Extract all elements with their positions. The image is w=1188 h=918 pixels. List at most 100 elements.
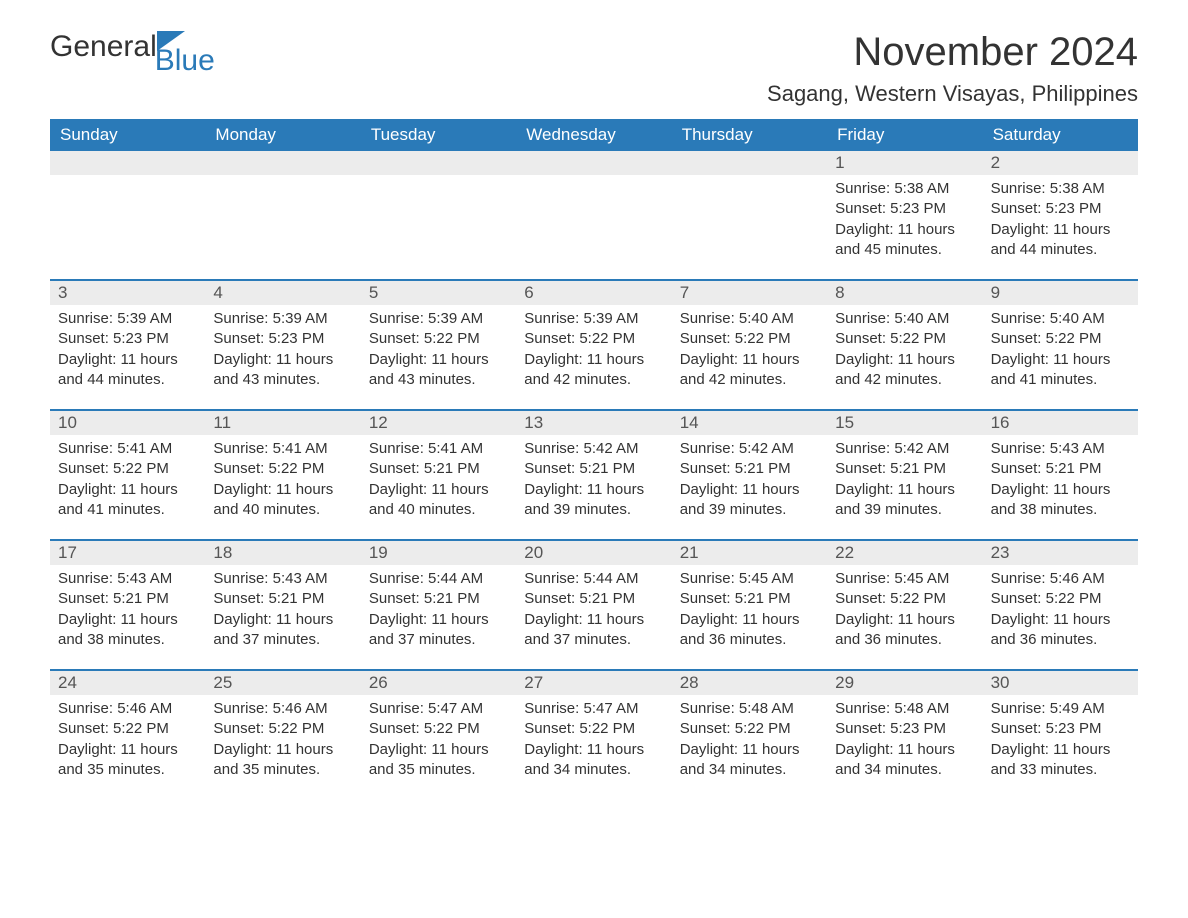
daylight-line: Daylight: 11 hours and 35 minutes. (369, 740, 508, 781)
daylight-line: Daylight: 11 hours and 37 minutes. (369, 610, 508, 651)
daylight-line: Daylight: 11 hours and 39 minutes. (835, 480, 974, 521)
sunrise-line: Sunrise: 5:46 AM (58, 699, 197, 719)
calendar-weeks: 1Sunrise: 5:38 AMSunset: 5:23 PMDaylight… (50, 151, 1138, 799)
day-body: Sunrise: 5:47 AMSunset: 5:22 PMDaylight:… (516, 695, 671, 784)
sunrise-line: Sunrise: 5:44 AM (524, 569, 663, 589)
sunset-line: Sunset: 5:22 PM (58, 719, 197, 739)
day-cell: 9Sunrise: 5:40 AMSunset: 5:22 PMDaylight… (983, 281, 1138, 409)
day-cell: 22Sunrise: 5:45 AMSunset: 5:22 PMDayligh… (827, 541, 982, 669)
daylight-line: Daylight: 11 hours and 44 minutes. (58, 350, 197, 391)
day-number: 19 (361, 541, 516, 565)
sunset-line: Sunset: 5:21 PM (369, 459, 508, 479)
weekday-cell: Tuesday (361, 119, 516, 151)
sunrise-line: Sunrise: 5:44 AM (369, 569, 508, 589)
day-number: 15 (827, 411, 982, 435)
day-cell: 25Sunrise: 5:46 AMSunset: 5:22 PMDayligh… (205, 671, 360, 799)
day-cell (516, 151, 671, 279)
day-number: 7 (672, 281, 827, 305)
sunset-line: Sunset: 5:23 PM (213, 329, 352, 349)
day-number: 23 (983, 541, 1138, 565)
day-number: 13 (516, 411, 671, 435)
sunset-line: Sunset: 5:21 PM (991, 459, 1130, 479)
day-number: 20 (516, 541, 671, 565)
day-body: Sunrise: 5:46 AMSunset: 5:22 PMDaylight:… (205, 695, 360, 784)
day-cell: 4Sunrise: 5:39 AMSunset: 5:23 PMDaylight… (205, 281, 360, 409)
sunrise-line: Sunrise: 5:47 AM (524, 699, 663, 719)
day-number: 1 (827, 151, 982, 175)
sunrise-line: Sunrise: 5:39 AM (213, 309, 352, 329)
day-body: Sunrise: 5:39 AMSunset: 5:23 PMDaylight:… (50, 305, 205, 394)
day-number: 5 (361, 281, 516, 305)
sunset-line: Sunset: 5:22 PM (369, 719, 508, 739)
day-body: Sunrise: 5:48 AMSunset: 5:22 PMDaylight:… (672, 695, 827, 784)
sunrise-line: Sunrise: 5:40 AM (680, 309, 819, 329)
day-cell: 12Sunrise: 5:41 AMSunset: 5:21 PMDayligh… (361, 411, 516, 539)
day-number: 28 (672, 671, 827, 695)
day-body: Sunrise: 5:41 AMSunset: 5:22 PMDaylight:… (50, 435, 205, 524)
day-body: Sunrise: 5:40 AMSunset: 5:22 PMDaylight:… (672, 305, 827, 394)
day-body: Sunrise: 5:43 AMSunset: 5:21 PMDaylight:… (983, 435, 1138, 524)
sunset-line: Sunset: 5:21 PM (58, 589, 197, 609)
logo-word-blue: Blue (155, 44, 215, 78)
day-cell: 19 Sunrise: 5:44 AMSunset: 5:21 PMDayligh… (361, 541, 516, 669)
day-body: Sunrise: 5:38 AMSunset: 5:23 PMDaylight:… (983, 175, 1138, 264)
day-cell: 2Sunrise: 5:38 AMSunset: 5:23 PMDaylight… (983, 151, 1138, 279)
sunrise-line: Sunrise: 5:43 AM (213, 569, 352, 589)
day-number: 17 (50, 541, 205, 565)
logo-word-general: General (50, 30, 157, 64)
daylight-line: Daylight: 11 hours and 36 minutes. (991, 610, 1130, 651)
week-row: 24Sunrise: 5:46 AMSunset: 5:22 PMDayligh… (50, 669, 1138, 799)
day-number: 18 (205, 541, 360, 565)
sunrise-line: Sunrise: 5:38 AM (835, 179, 974, 199)
week-row: 3Sunrise: 5:39 AMSunset: 5:23 PMDaylight… (50, 279, 1138, 409)
sunrise-line: Sunrise: 5:43 AM (58, 569, 197, 589)
sunset-line: Sunset: 5:21 PM (213, 589, 352, 609)
daylight-line: Daylight: 11 hours and 33 minutes. (991, 740, 1130, 781)
daylight-line: Daylight: 11 hours and 41 minutes. (991, 350, 1130, 391)
sunset-line: Sunset: 5:23 PM (58, 329, 197, 349)
day-body: Sunrise: 5:40 AMSunset: 5:22 PMDaylight:… (983, 305, 1138, 394)
day-body (205, 175, 360, 183)
week-row: 1Sunrise: 5:38 AMSunset: 5:23 PMDaylight… (50, 151, 1138, 279)
sunset-line: Sunset: 5:22 PM (835, 589, 974, 609)
day-body: Sunrise: 5:39 AMSunset: 5:22 PMDaylight:… (516, 305, 671, 394)
weekday-header-row: SundayMondayTuesdayWednesdayThursdayFrid… (50, 119, 1138, 151)
daylight-line: Daylight: 11 hours and 43 minutes. (213, 350, 352, 391)
day-number: 11 (205, 411, 360, 435)
daylight-line: Daylight: 11 hours and 37 minutes. (524, 610, 663, 651)
daylight-line: Daylight: 11 hours and 40 minutes. (213, 480, 352, 521)
day-cell: 30Sunrise: 5:49 AMSunset: 5:23 PMDayligh… (983, 671, 1138, 799)
sunset-line: Sunset: 5:22 PM (369, 329, 508, 349)
day-number: 24 (50, 671, 205, 695)
day-cell: 26Sunrise: 5:47 AMSunset: 5:22 PMDayligh… (361, 671, 516, 799)
sunset-line: Sunset: 5:23 PM (991, 199, 1130, 219)
day-cell: 1Sunrise: 5:38 AMSunset: 5:23 PMDaylight… (827, 151, 982, 279)
sunrise-line: Sunrise: 5:39 AM (524, 309, 663, 329)
daylight-line: Daylight: 11 hours and 40 minutes. (369, 480, 508, 521)
daylight-line: Daylight: 11 hours and 36 minutes. (835, 610, 974, 651)
daylight-line: Daylight: 11 hours and 41 minutes. (58, 480, 197, 521)
day-number: 14 (672, 411, 827, 435)
day-body: Sunrise: 5:41 AMSunset: 5:22 PMDaylight:… (205, 435, 360, 524)
sunrise-line: Sunrise: 5:45 AM (835, 569, 974, 589)
sunset-line: Sunset: 5:23 PM (991, 719, 1130, 739)
day-cell: 5Sunrise: 5:39 AMSunset: 5:22 PMDaylight… (361, 281, 516, 409)
day-cell: 3Sunrise: 5:39 AMSunset: 5:23 PMDaylight… (50, 281, 205, 409)
sunset-line: Sunset: 5:21 PM (369, 589, 508, 609)
day-number: 27 (516, 671, 671, 695)
sunset-line: Sunset: 5:22 PM (58, 459, 197, 479)
day-body: Sunrise: 5:49 AMSunset: 5:23 PMDaylight:… (983, 695, 1138, 784)
sunrise-line: Sunrise: 5:41 AM (213, 439, 352, 459)
day-cell: 27Sunrise: 5:47 AMSunset: 5:22 PMDayligh… (516, 671, 671, 799)
daylight-line: Daylight: 11 hours and 35 minutes. (58, 740, 197, 781)
day-cell: 13Sunrise: 5:42 AMSunset: 5:21 PMDayligh… (516, 411, 671, 539)
day-cell: 7Sunrise: 5:40 AMSunset: 5:22 PMDaylight… (672, 281, 827, 409)
day-cell: 11Sunrise: 5:41 AMSunset: 5:22 PMDayligh… (205, 411, 360, 539)
day-cell: 18Sunrise: 5:43 AMSunset: 5:21 PMDayligh… (205, 541, 360, 669)
sunrise-line: Sunrise: 5:41 AM (369, 439, 508, 459)
day-body: Sunrise: 5:39 AMSunset: 5:22 PMDaylight:… (361, 305, 516, 394)
month-title: November 2024 (767, 30, 1138, 75)
sunrise-line: Sunrise: 5:43 AM (991, 439, 1130, 459)
daylight-line: Daylight: 11 hours and 44 minutes. (991, 220, 1130, 261)
day-cell: 8Sunrise: 5:40 AMSunset: 5:22 PMDaylight… (827, 281, 982, 409)
